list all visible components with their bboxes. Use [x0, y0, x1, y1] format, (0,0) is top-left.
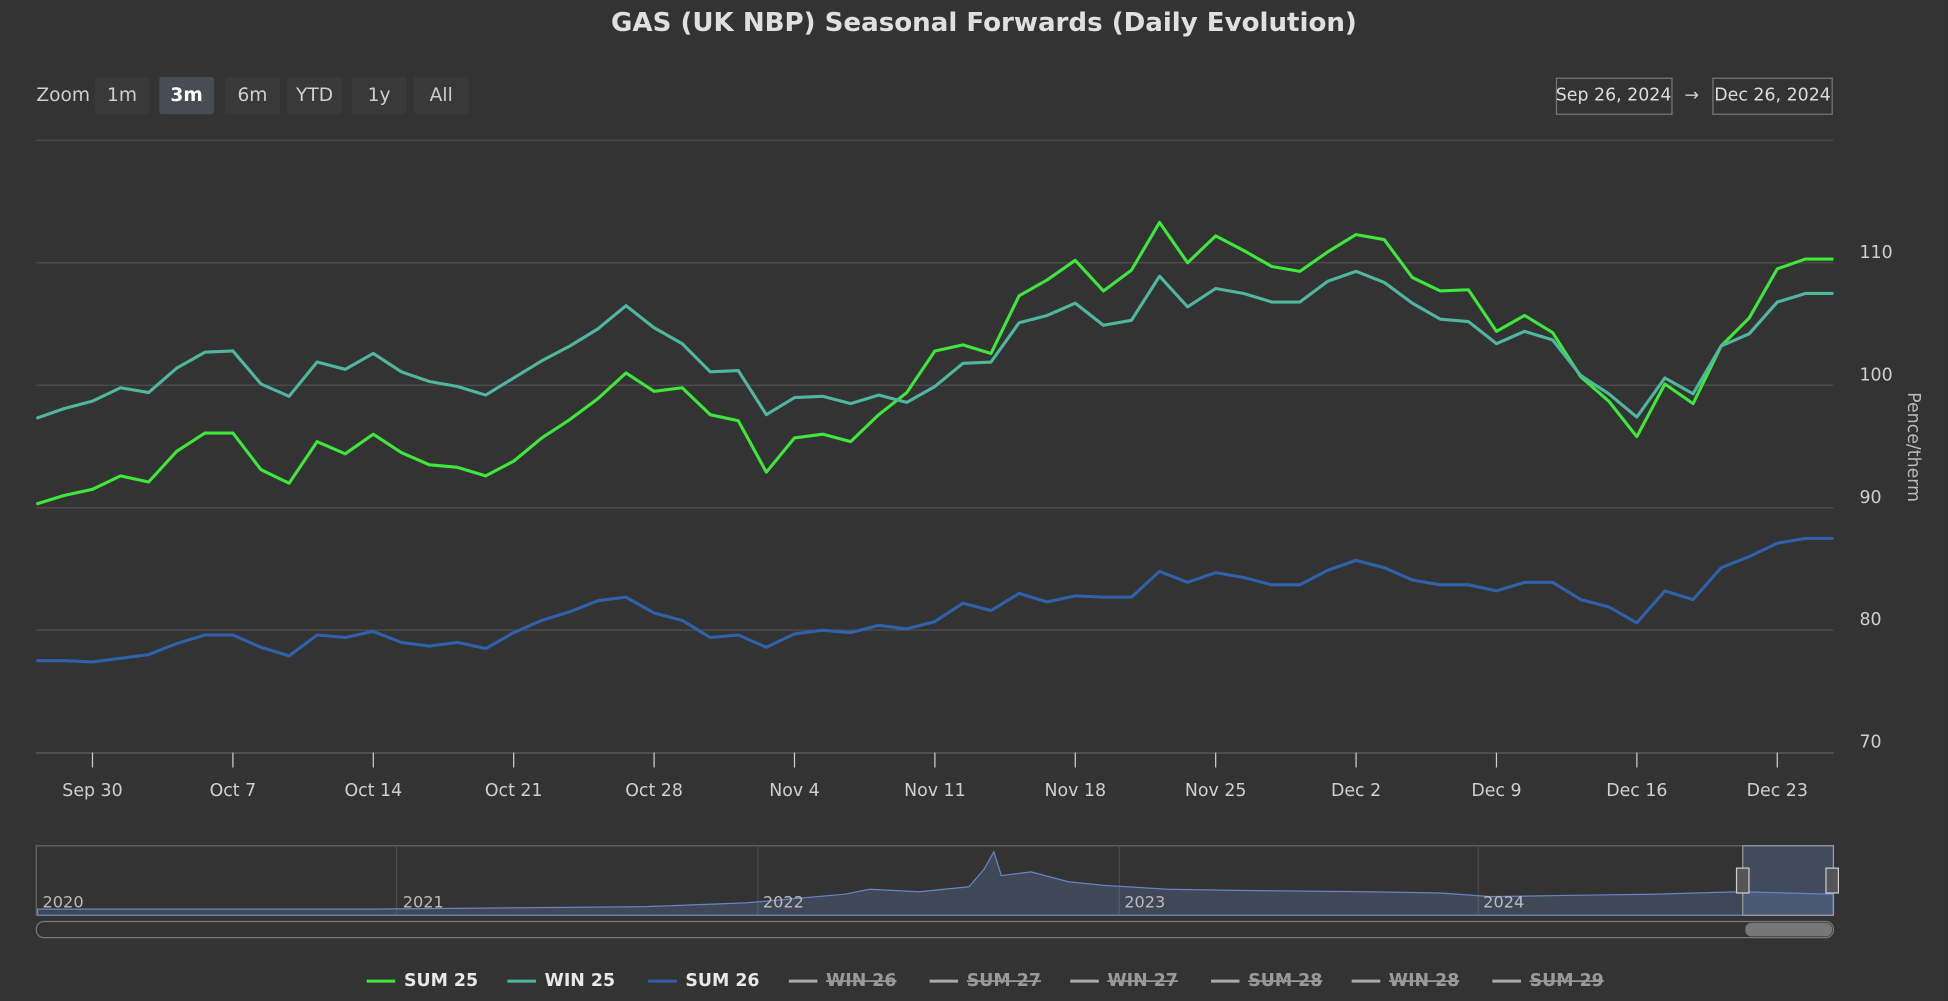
series-line	[35, 269, 1834, 420]
zoom-button-label: 1y	[368, 85, 391, 106]
zoom-label: Zoom	[36, 85, 90, 106]
date-to: Dec 26, 2024	[1714, 86, 1831, 106]
x-tick-label: Nov 4	[769, 781, 820, 801]
x-tick-label: Oct 21	[485, 781, 543, 801]
y-tick-label: 100	[1860, 365, 1893, 385]
x-tick-label: Nov 25	[1185, 781, 1247, 801]
legend-item[interactable]: SUM 28	[1210, 971, 1322, 991]
chart-title: GAS (UK NBP) Seasonal Forwards (Daily Ev…	[611, 8, 1357, 38]
x-tick-label: Sep 30	[62, 781, 122, 801]
date-from: Sep 26, 2024	[1556, 86, 1672, 106]
navigator-year: 2020	[43, 892, 84, 911]
series-line	[35, 220, 1834, 506]
zoom-button-label: 6m	[237, 85, 267, 106]
navigator-series	[36, 850, 1835, 916]
navigator-year: 2023	[1124, 892, 1165, 911]
legend-item[interactable]: WIN 25	[507, 971, 615, 991]
date-to-input[interactable]	[1712, 77, 1833, 115]
navigator-handle[interactable]	[1825, 867, 1840, 894]
legend-item[interactable]: SUM 27	[929, 971, 1041, 991]
zoom-button-label: 1m	[107, 85, 137, 106]
navigator-handle[interactable]	[1735, 867, 1750, 894]
legend-label: SUM 25	[404, 971, 478, 991]
legend-item[interactable]: WIN 28	[1351, 971, 1460, 991]
series-line	[36, 536, 1834, 664]
x-tick-label: Oct 14	[344, 781, 402, 801]
navigator-grid	[395, 845, 1479, 916]
legend-item[interactable]: WIN 27	[1070, 971, 1178, 991]
x-tick-label: Oct 28	[625, 781, 683, 801]
x-tick-label: Oct 7	[210, 781, 257, 801]
zoom-button-label: 3m	[170, 85, 202, 106]
legend-label: WIN 25	[545, 971, 615, 991]
zoom-button[interactable]	[94, 77, 150, 115]
legend-item[interactable]: SUM 25	[366, 971, 478, 991]
navigator-year: 2021	[403, 892, 444, 911]
x-tick-label: Nov 18	[1045, 781, 1107, 801]
zoom-button-label: All	[430, 85, 453, 106]
legend-label: SUM 28	[1248, 971, 1322, 991]
zoom-button-label: YTD	[295, 85, 333, 106]
legend-label: SUM 27	[967, 971, 1041, 991]
y-axis-title: Pence/therm	[1903, 392, 1923, 502]
legend-item[interactable]: SUM 26	[648, 971, 760, 991]
zoom-button[interactable]	[159, 77, 214, 115]
y-tick-label: 70	[1860, 733, 1882, 753]
navigator-year: 2022	[763, 892, 804, 911]
x-tick-label: Dec 23	[1747, 781, 1808, 801]
zoom-button[interactable]	[225, 77, 280, 115]
navigator[interactable]	[35, 845, 1835, 916]
navigator-selection[interactable]	[1742, 845, 1835, 916]
zoom-button[interactable]	[287, 77, 342, 115]
legend-item[interactable]: SUM 29	[1492, 971, 1604, 991]
x-tick-label: Dec 16	[1606, 781, 1667, 801]
x-tick-label: Dec 2	[1331, 781, 1381, 801]
legend-item[interactable]: WIN 26	[788, 971, 897, 991]
y-tick-label: 90	[1860, 488, 1882, 508]
y-tick-label: 80	[1860, 610, 1882, 630]
navigator-year: 2024	[1483, 892, 1524, 911]
legend-label: SUM 26	[685, 971, 759, 991]
date-from-input[interactable]	[1555, 77, 1673, 115]
legend-label: SUM 29	[1530, 971, 1604, 991]
legend-label: WIN 26	[826, 971, 896, 991]
legend-label: WIN 27	[1108, 971, 1178, 991]
x-tick-label: Dec 9	[1471, 781, 1521, 801]
scrollbar-thumb[interactable]	[1745, 922, 1833, 937]
legend-label: WIN 28	[1389, 971, 1459, 991]
y-tick-label: 110	[1860, 243, 1893, 263]
scrollbar[interactable]	[35, 920, 1835, 939]
zoom-button[interactable]	[351, 77, 407, 115]
zoom-button[interactable]	[413, 77, 469, 115]
x-tick-label: Nov 11	[904, 781, 966, 801]
date-arrow: →	[1685, 86, 1700, 106]
